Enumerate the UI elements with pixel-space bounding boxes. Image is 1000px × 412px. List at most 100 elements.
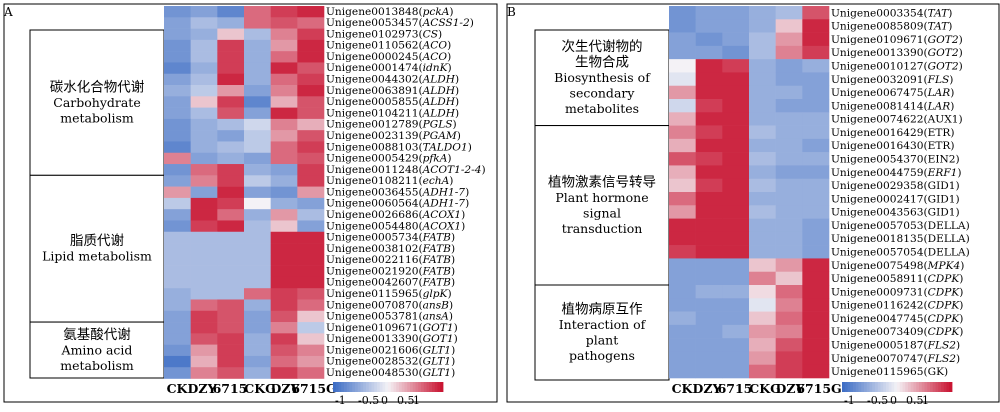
heatmap-cell [802,364,830,379]
heatmap-cell [217,73,245,86]
heatmap-cell [244,243,271,255]
row-label: Unigene0029358(GID1) [831,180,960,192]
heatmap-cell [695,138,723,153]
heatmap-cell [297,17,325,29]
heatmap-cell [190,209,218,221]
heatmap-cell [217,310,245,323]
heatmap-cell [217,85,245,97]
row-label: Unigene0042607(FATB) [326,277,455,289]
heatmap-cell [217,322,245,334]
row-label: Unigene0038102(FATB) [326,243,455,255]
heatmap-cell [802,192,830,206]
heatmap-cell [270,310,298,323]
legend-swatch [853,382,857,392]
heatmap-cell [749,324,776,339]
heatmap-cell [164,322,191,334]
legend-swatch [949,382,953,392]
heatmap-cell [669,271,696,286]
heatmap-cell [164,220,191,233]
row-label: Unigene0047745(CDPK) [831,313,963,325]
legend-swatch [412,382,416,392]
color-legend: -1 -0.5 0 0.51 [842,382,953,407]
category-title-en: Amino acid [61,342,133,357]
category-title-en: pathogens [569,348,635,363]
heatmap-cell [802,138,830,153]
legend-swatch [374,382,378,392]
heatmap-cell [244,73,271,86]
legend-swatch [357,382,361,392]
heatmap-cell [669,285,696,299]
legend-swatch [346,382,350,392]
row-label: Unigene0058911(CDPK) [831,273,963,285]
heatmap-cell [775,19,803,33]
category-title-en: metabolites [565,101,639,116]
row-label: Unigene0115965(glpK) [326,288,452,300]
heatmap-cell [775,258,803,273]
heatmap-cell [669,165,696,180]
heatmap-cell [270,96,298,108]
heatmap-cell [297,220,325,233]
heatmap-cell [164,197,191,210]
heatmap-cell [802,231,830,246]
heatmap-cell [270,73,298,86]
row-label: Unigene0013848(pckA) [326,6,454,18]
heatmap-cell [802,205,830,219]
heatmap-cell [669,258,696,273]
heatmap-cell [802,32,830,47]
legend-swatch [888,382,892,392]
heatmap-cell [164,344,191,357]
heatmap-cell [669,192,696,206]
category-title-cn: 生物合成 [575,55,629,71]
row-label: Unigene0063891(ALDH) [326,85,459,97]
heatmap-cell [190,130,218,142]
heatmap-cell [190,164,218,176]
heatmap-cell [695,271,723,286]
heatmap-cell [297,186,325,199]
heatmap-cell [722,311,750,326]
heatmap-cell [297,96,325,108]
heatmap-cell [270,288,298,300]
heatmap-cell [722,59,750,73]
heatmap-cell [270,254,298,266]
legend-tick-label: -1 [844,394,855,407]
column-label: DZY [693,381,723,396]
heatmap-cell [749,271,776,286]
heatmap-cell [190,333,218,345]
legend-swatch [338,382,342,392]
heatmap-cell [217,39,245,52]
heatmap-cell [164,51,191,63]
heatmap-cell [244,333,271,345]
heatmap-cell [244,6,271,18]
row-label: Unigene0053781(ansA) [326,311,453,323]
row-label: Unigene0022116(FATB) [326,254,455,266]
heatmap-cell [749,32,776,47]
heatmap-cell [749,19,776,33]
category-box [534,125,670,286]
heatmap-cell [749,72,776,87]
heatmap-cell [669,99,696,113]
legend-swatch [850,382,854,392]
row-label: Unigene0011248(ACOT1-2-4) [326,164,486,176]
legend-swatch [349,382,353,392]
legend-swatch [379,382,383,392]
legend-swatch [432,382,436,392]
category-title-cn: 碳水化合物代谢 [50,79,145,95]
panel-letter: B [507,5,516,19]
legend-swatch [335,382,339,392]
row-label: Unigene0088103(TALDO1) [326,141,472,153]
row-label: Unigene0054480(ACOX1) [326,220,465,232]
heatmap-cell [297,175,325,187]
heatmap-cell [190,118,218,131]
row-label: Unigene0005187(FLS2) [831,340,960,352]
legend-tick-label: -1 [335,394,346,407]
legend-swatch [429,382,433,392]
heatmap-cell [244,367,271,379]
heatmap-cell [244,355,271,368]
heatmap-cell [217,130,245,142]
row-label: Unigene0005429(pfkA) [326,153,452,165]
heatmap-cell [775,112,803,126]
legend-tick-label: -0.5 [358,394,379,407]
row-label: Unigene0032091(FLS) [831,74,953,86]
legend-swatch [891,382,895,392]
